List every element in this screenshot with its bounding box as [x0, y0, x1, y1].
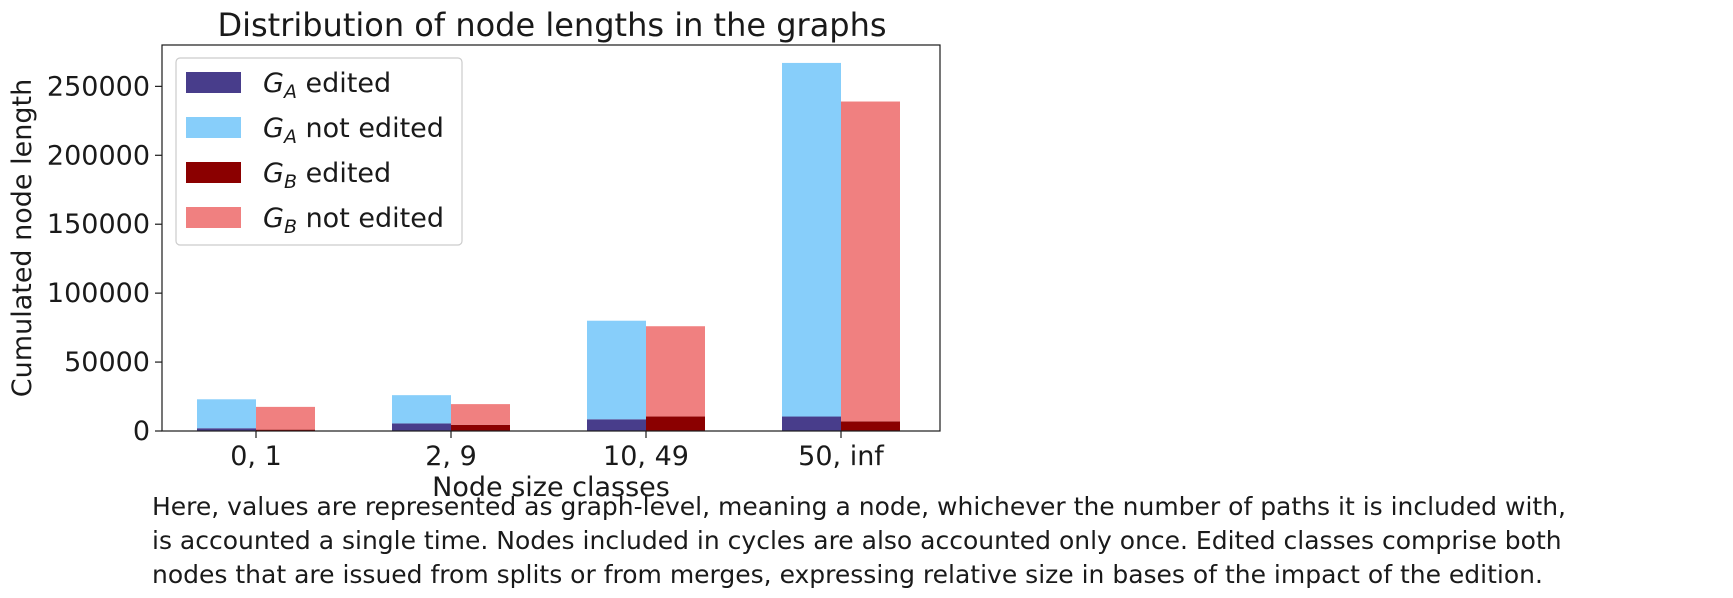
- bar-a-not-edited-2: [587, 320, 646, 420]
- x-tick-label: 10, 49: [603, 441, 689, 472]
- y-tick-label: 250000: [47, 71, 150, 102]
- bar-a-edited-3: [782, 416, 841, 431]
- bar-b-edited-3: [841, 421, 900, 431]
- bar-b-edited-1: [451, 424, 510, 431]
- x-tick-label: 50, inf: [798, 441, 885, 472]
- bar-a-not-edited-3: [782, 62, 841, 417]
- bar-a-edited-1: [392, 423, 451, 431]
- x-tick-label: 2, 9: [425, 441, 477, 472]
- legend: GA edited GA not edited GB edited GB not ed…: [175, 57, 463, 246]
- x-axis-label: Node size classes: [432, 472, 670, 503]
- y-tick-label: 100000: [47, 278, 150, 309]
- bar-b-not-edited-1: [451, 404, 510, 425]
- x-axis: 0, 1 2, 9 10, 49 50, inf: [230, 431, 885, 472]
- bars: [197, 62, 900, 431]
- y-tick-label: 200000: [47, 140, 150, 171]
- legend-swatch-3: [186, 207, 241, 228]
- y-axis: 0 50000 100000 150000 200000 250000: [47, 71, 162, 447]
- plot-frame: [161, 44, 941, 432]
- bar-b-edited-2: [646, 416, 705, 431]
- legend-label-2: GB edited: [263, 158, 391, 193]
- bar-a-not-edited-1: [392, 395, 451, 424]
- legend-swatch-0: [186, 72, 241, 93]
- legend-frame: [175, 57, 463, 246]
- legend-label-3: GB not edited: [263, 203, 444, 238]
- legend-swatch-2: [186, 162, 241, 183]
- bar-b-not-edited-0: [256, 406, 315, 430]
- bar-b-not-edited-2: [646, 326, 705, 417]
- chart-title: Distribution of node lengths in the grap…: [217, 6, 886, 44]
- legend-swatch-1: [186, 117, 241, 138]
- y-tick-label: 50000: [64, 347, 150, 378]
- bar-a-edited-2: [587, 419, 646, 431]
- bar-a-edited-0: [197, 428, 256, 431]
- figure-caption: Here, values are represented as graph-le…: [152, 492, 1566, 589]
- x-tick-label: 0, 1: [230, 441, 282, 472]
- legend-label-0: GA edited: [263, 68, 391, 103]
- bar-a-not-edited-0: [197, 399, 256, 429]
- legend-label-1: GA not edited: [263, 113, 444, 148]
- bar-b-edited-0: [256, 429, 315, 431]
- y-tick-label: 150000: [47, 209, 150, 240]
- y-axis-label: Cumulated node length: [7, 79, 38, 397]
- y-tick-label: 0: [133, 416, 150, 447]
- bar-b-not-edited-3: [841, 101, 900, 422]
